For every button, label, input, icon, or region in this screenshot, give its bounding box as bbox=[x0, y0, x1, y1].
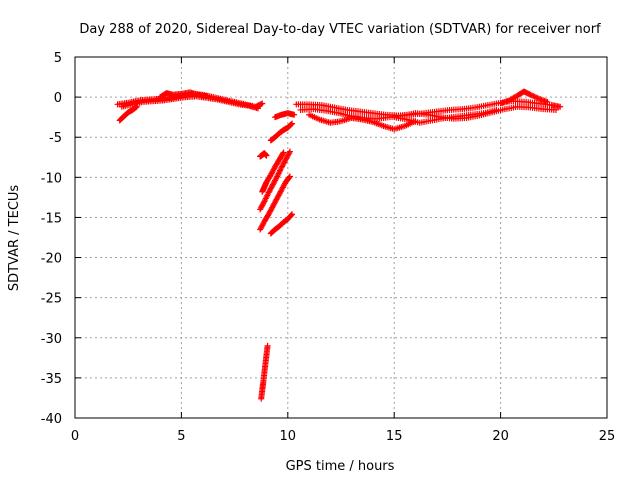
series-arc-9 bbox=[267, 211, 296, 237]
data-point bbox=[280, 149, 287, 156]
y-tick-label: -10 bbox=[41, 171, 62, 186]
y-tick-label: 0 bbox=[54, 91, 62, 106]
data-point bbox=[279, 150, 286, 157]
data-point bbox=[203, 93, 210, 100]
data-point bbox=[286, 149, 293, 156]
data-point bbox=[291, 111, 298, 118]
y-tick-label: -30 bbox=[41, 332, 62, 347]
data-point bbox=[544, 98, 551, 105]
plot-frame bbox=[74, 56, 608, 419]
data-point bbox=[288, 121, 295, 128]
data-point bbox=[493, 106, 500, 113]
x-tick-label: 15 bbox=[386, 429, 403, 444]
x-tick-label: 25 bbox=[599, 429, 616, 444]
y-tick-label: -35 bbox=[41, 372, 62, 387]
y-tick-label: -25 bbox=[41, 292, 62, 307]
y-tick-label: 5 bbox=[54, 51, 62, 66]
data-point bbox=[289, 120, 296, 127]
x-tick-label: 0 bbox=[71, 429, 79, 444]
data-point bbox=[264, 342, 271, 349]
series-arc-4 bbox=[157, 89, 210, 101]
series-arc-8 bbox=[259, 149, 287, 195]
data-point bbox=[552, 106, 559, 113]
data-point bbox=[255, 105, 262, 112]
series-arc-7 bbox=[257, 148, 293, 213]
y-tick-label: -20 bbox=[41, 252, 62, 267]
axis-ticks: 0 5 10 15 20 25 5 0 -5 -10 -15 -20 -25 -30 -35 -40 bbox=[41, 51, 616, 444]
data-point bbox=[259, 100, 266, 107]
series-arc-15 bbox=[306, 111, 419, 133]
series-arc-16 bbox=[391, 106, 500, 126]
x-tick-label: 20 bbox=[492, 429, 509, 444]
x-tick-label: 5 bbox=[177, 429, 185, 444]
data-point bbox=[289, 211, 296, 218]
data-points bbox=[114, 88, 564, 402]
x-axis-label: GPS time / hours bbox=[286, 459, 395, 474]
data-point bbox=[288, 212, 295, 219]
y-tick-label: -5 bbox=[49, 131, 62, 146]
data-point bbox=[263, 152, 270, 159]
data-point bbox=[557, 103, 564, 110]
series-arc-10 bbox=[267, 120, 296, 144]
series-arc-3 bbox=[118, 93, 262, 112]
series-arc-5 bbox=[257, 150, 270, 160]
series-arc-11 bbox=[272, 110, 298, 121]
series-arc-6 bbox=[257, 173, 293, 233]
y-tick-label: -40 bbox=[41, 412, 62, 427]
y-axis-label: SDTVAR / TECUs bbox=[7, 185, 22, 292]
data-point bbox=[286, 173, 293, 180]
data-point bbox=[286, 174, 293, 181]
x-tick-label: 10 bbox=[280, 429, 297, 444]
series-arc-17 bbox=[497, 88, 551, 107]
series-arc-12 bbox=[258, 342, 271, 402]
chart-title: Day 288 of 2020, Sidereal Day-to-day VTE… bbox=[79, 22, 601, 37]
series-arc-1 bbox=[116, 103, 140, 124]
data-point bbox=[286, 148, 293, 155]
y-tick-label: -15 bbox=[41, 211, 62, 226]
